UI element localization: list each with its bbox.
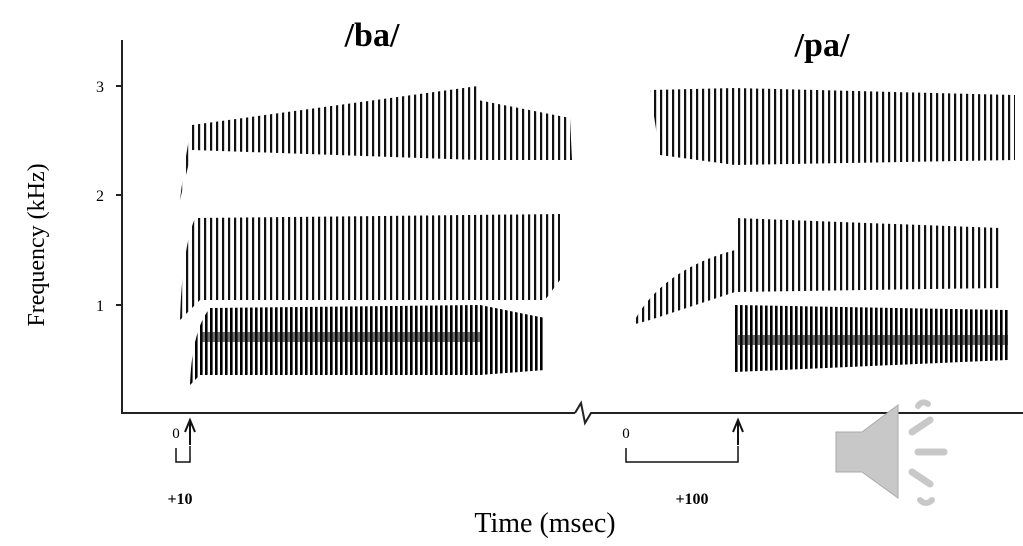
y-tick-label: 2 (96, 188, 104, 205)
y-tick-label: 3 (96, 79, 104, 96)
panel-title: /ba/ (344, 17, 400, 54)
vot-label: +10 (167, 491, 192, 508)
axis-left (121, 40, 575, 414)
y-tick-label: 1 (96, 298, 104, 315)
ba-markers (175, 417, 196, 463)
pa-formants (632, 88, 1015, 372)
y-axis-label: Frequency (kHz) (24, 163, 50, 326)
audio-icon[interactable] (835, 399, 948, 506)
panel-title: /pa/ (794, 27, 850, 64)
vot-label: +100 (675, 491, 708, 508)
x-axis-label: Time (msec) (474, 508, 615, 539)
axis-right (574, 400, 1023, 426)
pa-markers (625, 417, 744, 463)
onset-label: 0 (622, 426, 630, 442)
onset-label: 0 (172, 426, 180, 442)
ba-formants (180, 86, 572, 385)
